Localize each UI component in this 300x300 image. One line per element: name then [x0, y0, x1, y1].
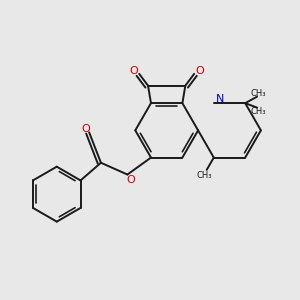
Text: N: N [215, 94, 224, 104]
Text: O: O [130, 66, 138, 76]
Text: CH₃: CH₃ [250, 106, 266, 116]
Text: CH₃: CH₃ [196, 171, 212, 180]
Text: O: O [126, 175, 135, 185]
Text: O: O [81, 124, 90, 134]
Text: CH₃: CH₃ [250, 89, 266, 98]
Text: O: O [195, 66, 204, 76]
